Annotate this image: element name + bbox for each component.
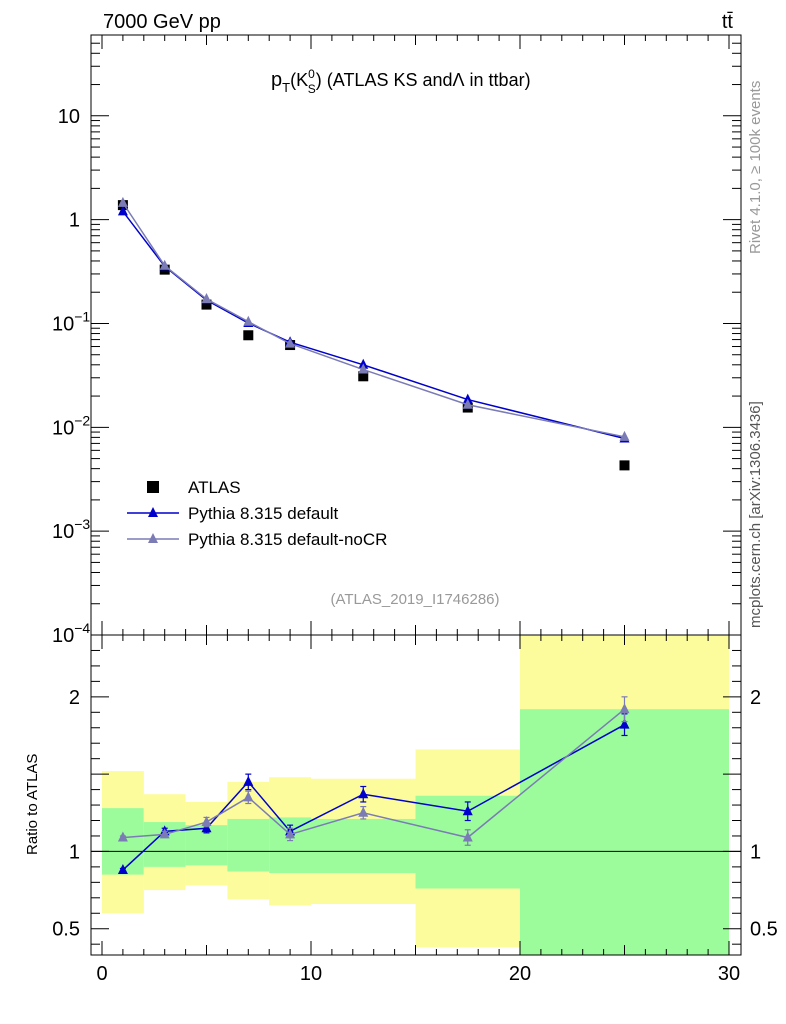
x-tick-label-20: 20 [509,963,531,985]
band-inner-5 [311,818,416,874]
title-rest: ) (ATLAS KS and [316,70,453,90]
legend: ATLAS Pythia 8.315 default Pythia 8.315 … [127,478,387,549]
series-1-ratio-point-7 [619,718,630,729]
title-open: (K [290,70,308,90]
series-1-ratio-point-5 [358,788,369,799]
series-1-ratio-line [122,724,625,871]
title-sub-t: T [282,80,290,95]
series-0-point-5 [358,371,369,382]
series-0-point-7 [619,460,630,471]
series-2-ratio-point-0 [117,831,128,842]
title-p: p [271,69,282,91]
main-y-tick-label-0: 10 [58,106,80,128]
series-2-point-3 [243,315,254,326]
chart-title: pT(K0 S) (ATLAS KS andΛ in ttbar) [271,67,531,96]
series-2-point-7 [619,430,630,441]
x-tick-label-10: 10 [300,963,322,985]
ratio-y-tick-label-left-1: 1 [69,841,80,863]
main-y-tick-label-4: 10−3 [52,516,90,543]
process-label: tt̄ [722,11,734,33]
main-y-tick-label-2: 10−1 [52,308,90,335]
main-y-tick-exponent-3: −2 [74,412,90,428]
ratio-y-tick-label-right-2: 2 [750,687,761,709]
legend-marker-nocr [148,533,158,543]
x-axis: 0 10 20 30 [96,35,740,985]
series-2-ratio-point-1 [159,828,170,839]
series-2-line [122,202,625,438]
energy-label: 7000 GeV pp [103,11,221,33]
series-1-ratio-point-6 [462,805,473,816]
main-series [117,196,630,471]
series-2-ratio-point-4 [285,828,296,839]
ratio-y-label: Ratio to ATLAS [24,754,41,855]
ratio-uncertainty-bands [102,635,729,955]
series-2-point-4 [285,337,296,348]
x-tick-label-30: 30 [718,963,740,985]
ratio-y-tick-label-left-2: 2 [69,687,80,709]
ratio-y-tick-label-left-0: 0.5 [52,919,80,941]
series-1-ratio-point-3 [243,775,254,786]
series-2-ratio-point-2 [201,816,212,827]
series-0-point-3 [243,330,254,341]
title-sup-zero: 0 [308,67,315,81]
ratio-axes: 0.5 0.5 1 1 2 2 [52,649,778,945]
band-inner-7 [520,709,729,955]
ratio-y-tick-label-right-1: 1 [750,841,761,863]
main-y-tick-exponent-4: −3 [74,516,90,532]
mcplots-label: mcplots.cern.ch [arXiv:1306.3436] [747,401,764,628]
main-y-tick-exponent-2: −1 [74,308,90,324]
legend-label-nocr: Pythia 8.315 default-noCR [188,530,387,549]
band-inner-3 [227,818,270,872]
series-2-ratio-point-5 [358,806,369,817]
ratio-y-tick-label-right-0: 0.5 [750,919,778,941]
title-sub-s: S [308,82,316,96]
series-0-point-2 [201,299,212,310]
series-1-point-6 [462,393,473,404]
legend-label-atlas: ATLAS [188,478,241,497]
series-2-ratio-point-7 [619,703,630,714]
series-2-point-1 [159,259,170,270]
ratio-series [117,696,630,874]
title-lambda: Λ [453,70,465,90]
main-y-tick-label-5: 10−4 [52,620,90,647]
series-1-line [122,210,625,440]
title-tail: in ttbar) [470,70,531,90]
main-y-tick-exponent-5: −4 [74,620,90,636]
series-2-ratio-line [122,708,625,839]
series-1-point-0 [117,205,128,216]
main-axes: 10 1 10−1 10−2 10−3 10−4 [52,34,741,647]
rivet-version-label: Rivet 4.1.0, ≥ 100k events [747,81,764,254]
series-2-point-2 [201,293,212,304]
series-2-ratio-point-6 [462,831,473,842]
series-2-point-0 [117,196,128,207]
series-1-ratio-point-0 [117,863,128,874]
analysis-label: (ATLAS_2019_I1746286) [330,591,499,608]
series-2-point-5 [358,363,369,374]
series-2-point-6 [462,398,473,409]
series-2-ratio-point-3 [243,791,254,802]
legend-marker-atlas [147,481,159,493]
legend-label-default: Pythia 8.315 default [188,504,339,523]
main-y-tick-label-3: 10−2 [52,412,90,439]
x-tick-label-0: 0 [96,963,107,985]
legend-marker-default [148,507,158,517]
main-y-tick-label-1: 1 [69,210,80,232]
